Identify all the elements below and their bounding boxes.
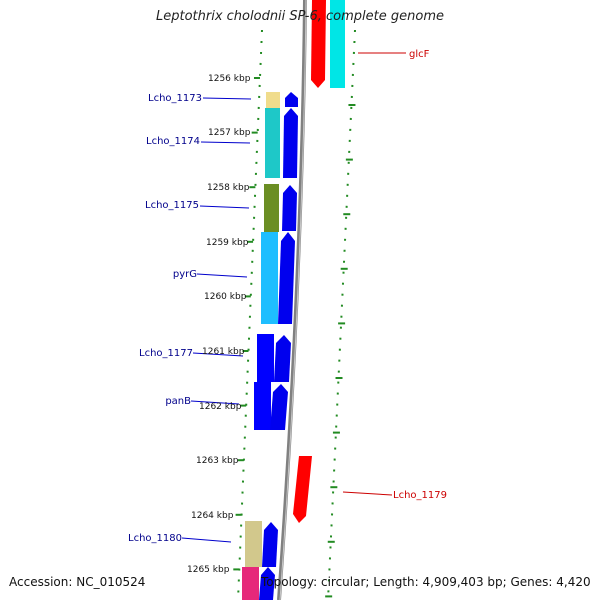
gene-label-lcho-1177[interactable]: Lcho_1177	[139, 348, 193, 359]
gene-arrow-lcho-1177[interactable]	[274, 335, 291, 382]
label-leaders	[181, 52, 406, 543]
cds-block-panb[interactable]	[254, 382, 271, 430]
gene-label-lcho-1175[interactable]: Lcho_1175	[145, 200, 199, 211]
gene-label-glcf[interactable]: glcF	[409, 49, 430, 60]
kbp-label: 1256 kbp	[208, 74, 251, 84]
scale-track-left	[237, 29, 263, 600]
reverse-gene-arrows	[293, 0, 345, 523]
cds-block-glcf[interactable]	[330, 0, 345, 88]
gene-label-lcho-1173[interactable]: Lcho_1173	[148, 93, 202, 104]
kbp-label: 1264 kbp	[191, 511, 234, 521]
kbp-label: 1263 kbp	[196, 456, 239, 466]
gene-arrow-lcho-1175[interactable]	[282, 185, 297, 231]
scale-track-right	[327, 29, 356, 600]
cds-block-pyrg[interactable]	[261, 232, 278, 324]
kbp-label: 1259 kbp	[206, 238, 249, 248]
genome-summary-text: Topology: circular; Length: 4,909,403 bp…	[261, 575, 591, 589]
cds-block-next[interactable]	[242, 567, 259, 600]
cds-block-lcho-1180[interactable]	[245, 521, 262, 567]
kbp-label: 1261 kbp	[202, 347, 245, 357]
cds-block-lcho-1177[interactable]	[257, 334, 274, 382]
gene-arrow-next[interactable]	[259, 567, 275, 600]
gene-arrow-glcf[interactable]	[311, 0, 326, 88]
kbp-labels: 1256 kbp 1257 kbp 1258 kbp 1259 kbp 1260…	[187, 74, 251, 575]
kbp-label: 1262 kbp	[199, 402, 242, 412]
gene-arrow-lcho-1173[interactable]	[285, 92, 298, 107]
gene-label-panb[interactable]: panB	[165, 396, 191, 407]
gene-arrow-lcho-1180[interactable]	[262, 522, 278, 567]
kbp-label: 1258 kbp	[207, 183, 250, 193]
gene-label-lcho-1180[interactable]: Lcho_1180	[128, 533, 182, 544]
cds-block-lcho-1173[interactable]	[266, 92, 280, 108]
gene-arrow-lcho-1179[interactable]	[293, 456, 312, 523]
genome-backbone	[277, 0, 307, 600]
forward-gene-arrows	[259, 92, 298, 600]
gene-arrow-panb[interactable]	[270, 384, 288, 430]
gene-label-lcho-1174[interactable]: Lcho_1174	[146, 136, 200, 147]
scale-ticks	[233, 77, 356, 598]
gene-label-pyrg[interactable]: pyrG	[173, 269, 197, 280]
gene-labels: Lcho_1173 Lcho_1174 Lcho_1175 pyrG Lcho_…	[128, 49, 447, 544]
cds-block-lcho-1175[interactable]	[264, 184, 279, 232]
kbp-label: 1257 kbp	[208, 128, 251, 138]
gene-arrow-lcho-1174[interactable]	[283, 108, 298, 178]
accession-text: Accession: NC_010524	[9, 575, 146, 589]
gene-label-lcho-1179[interactable]: Lcho_1179	[393, 490, 447, 501]
kbp-label: 1265 kbp	[187, 565, 230, 575]
cds-block-lcho-1174[interactable]	[265, 108, 280, 178]
gene-arrow-pyrg[interactable]	[278, 232, 295, 324]
genome-title: Leptothrix cholodnii SP-6, complete geno…	[156, 9, 444, 24]
cds-color-blocks	[242, 92, 280, 600]
kbp-label: 1260 kbp	[204, 292, 247, 302]
